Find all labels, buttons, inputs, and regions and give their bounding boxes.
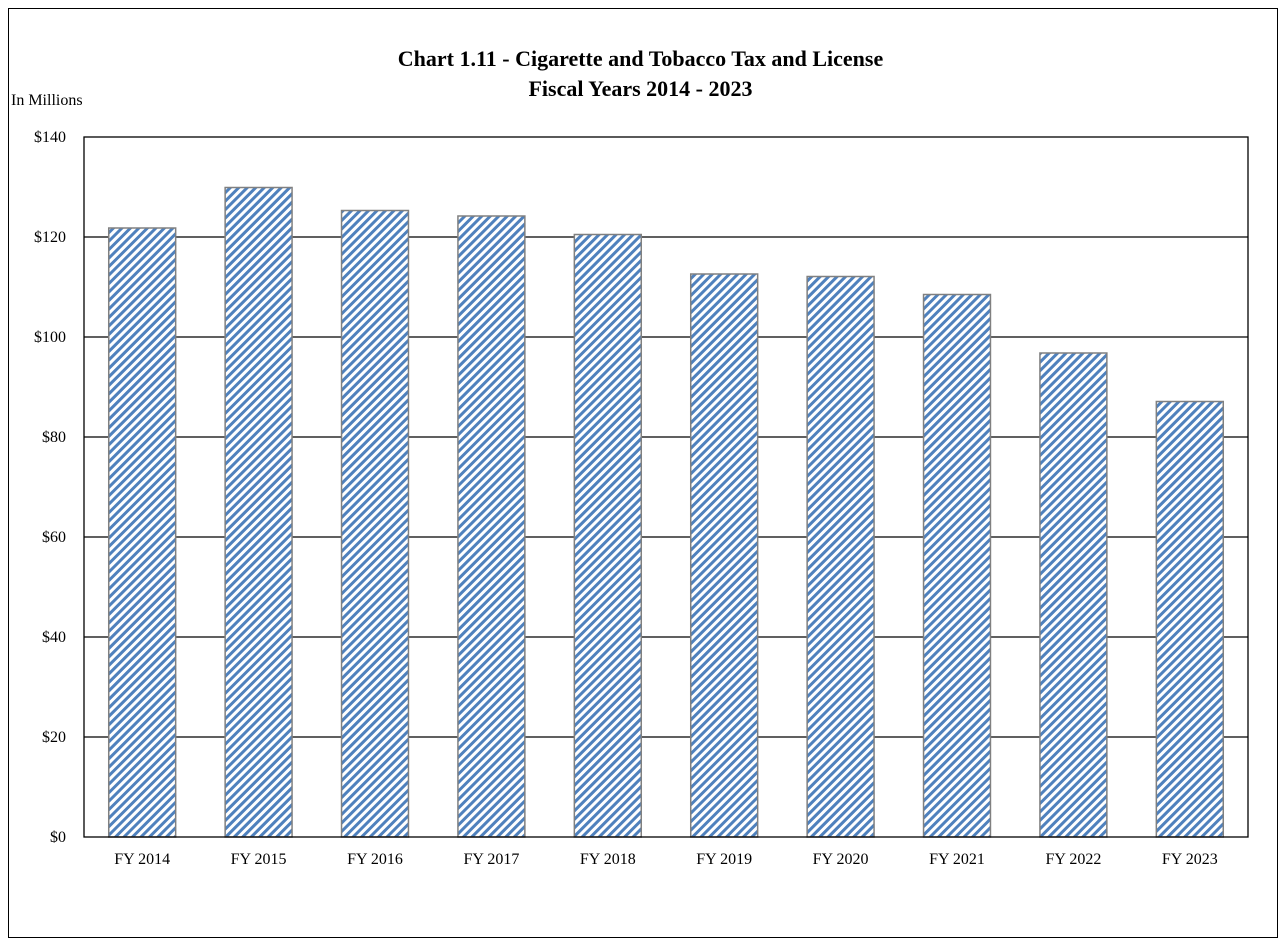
bar [689,273,759,838]
x-tick-label: FY 2020 [813,851,869,868]
y-tick-label: $40 [42,629,66,646]
bar [1155,400,1225,838]
bar [224,186,293,838]
x-tick-label: FY 2023 [1162,851,1218,868]
y-tick-label: $100 [34,329,66,346]
bar [573,233,643,838]
x-tick-label: FY 2017 [463,851,519,868]
y-tick-label: $60 [42,529,66,546]
y-tick-label: $0 [50,829,66,846]
x-tick-label: FY 2022 [1045,851,1101,868]
bar [457,215,526,838]
x-tick-label: FY 2016 [347,851,403,868]
axes [83,136,1249,838]
x-tick-label: FY 2015 [231,851,287,868]
y-axis-unit-label: In Millions [11,92,83,109]
y-tick-label: $20 [42,729,66,746]
y-tick-label: $120 [34,229,66,246]
tick-labels: $0 $20 $40 $60 $80 $100 $120 $140 FY 2014 FY 2015… [34,129,1218,868]
bar [1039,352,1108,838]
chart-title: Chart 1.11 - Cigarette and Tobacco Tax a… [397,46,884,71]
chart-subtitle: Fiscal Years 2014 - 2023 [528,76,753,101]
x-tick-label: FY 2018 [580,851,636,868]
x-tick-label: FY 2014 [114,851,170,868]
bar [340,209,410,838]
bar [107,227,177,838]
bars [107,186,1225,838]
bar [922,293,992,838]
x-tick-label: FY 2021 [929,851,985,868]
plot-area-border [83,136,1249,838]
x-tick-label: FY 2019 [696,851,752,868]
bar [806,275,875,838]
y-tick-label: $80 [42,429,66,446]
y-tick-label: $140 [34,129,66,146]
